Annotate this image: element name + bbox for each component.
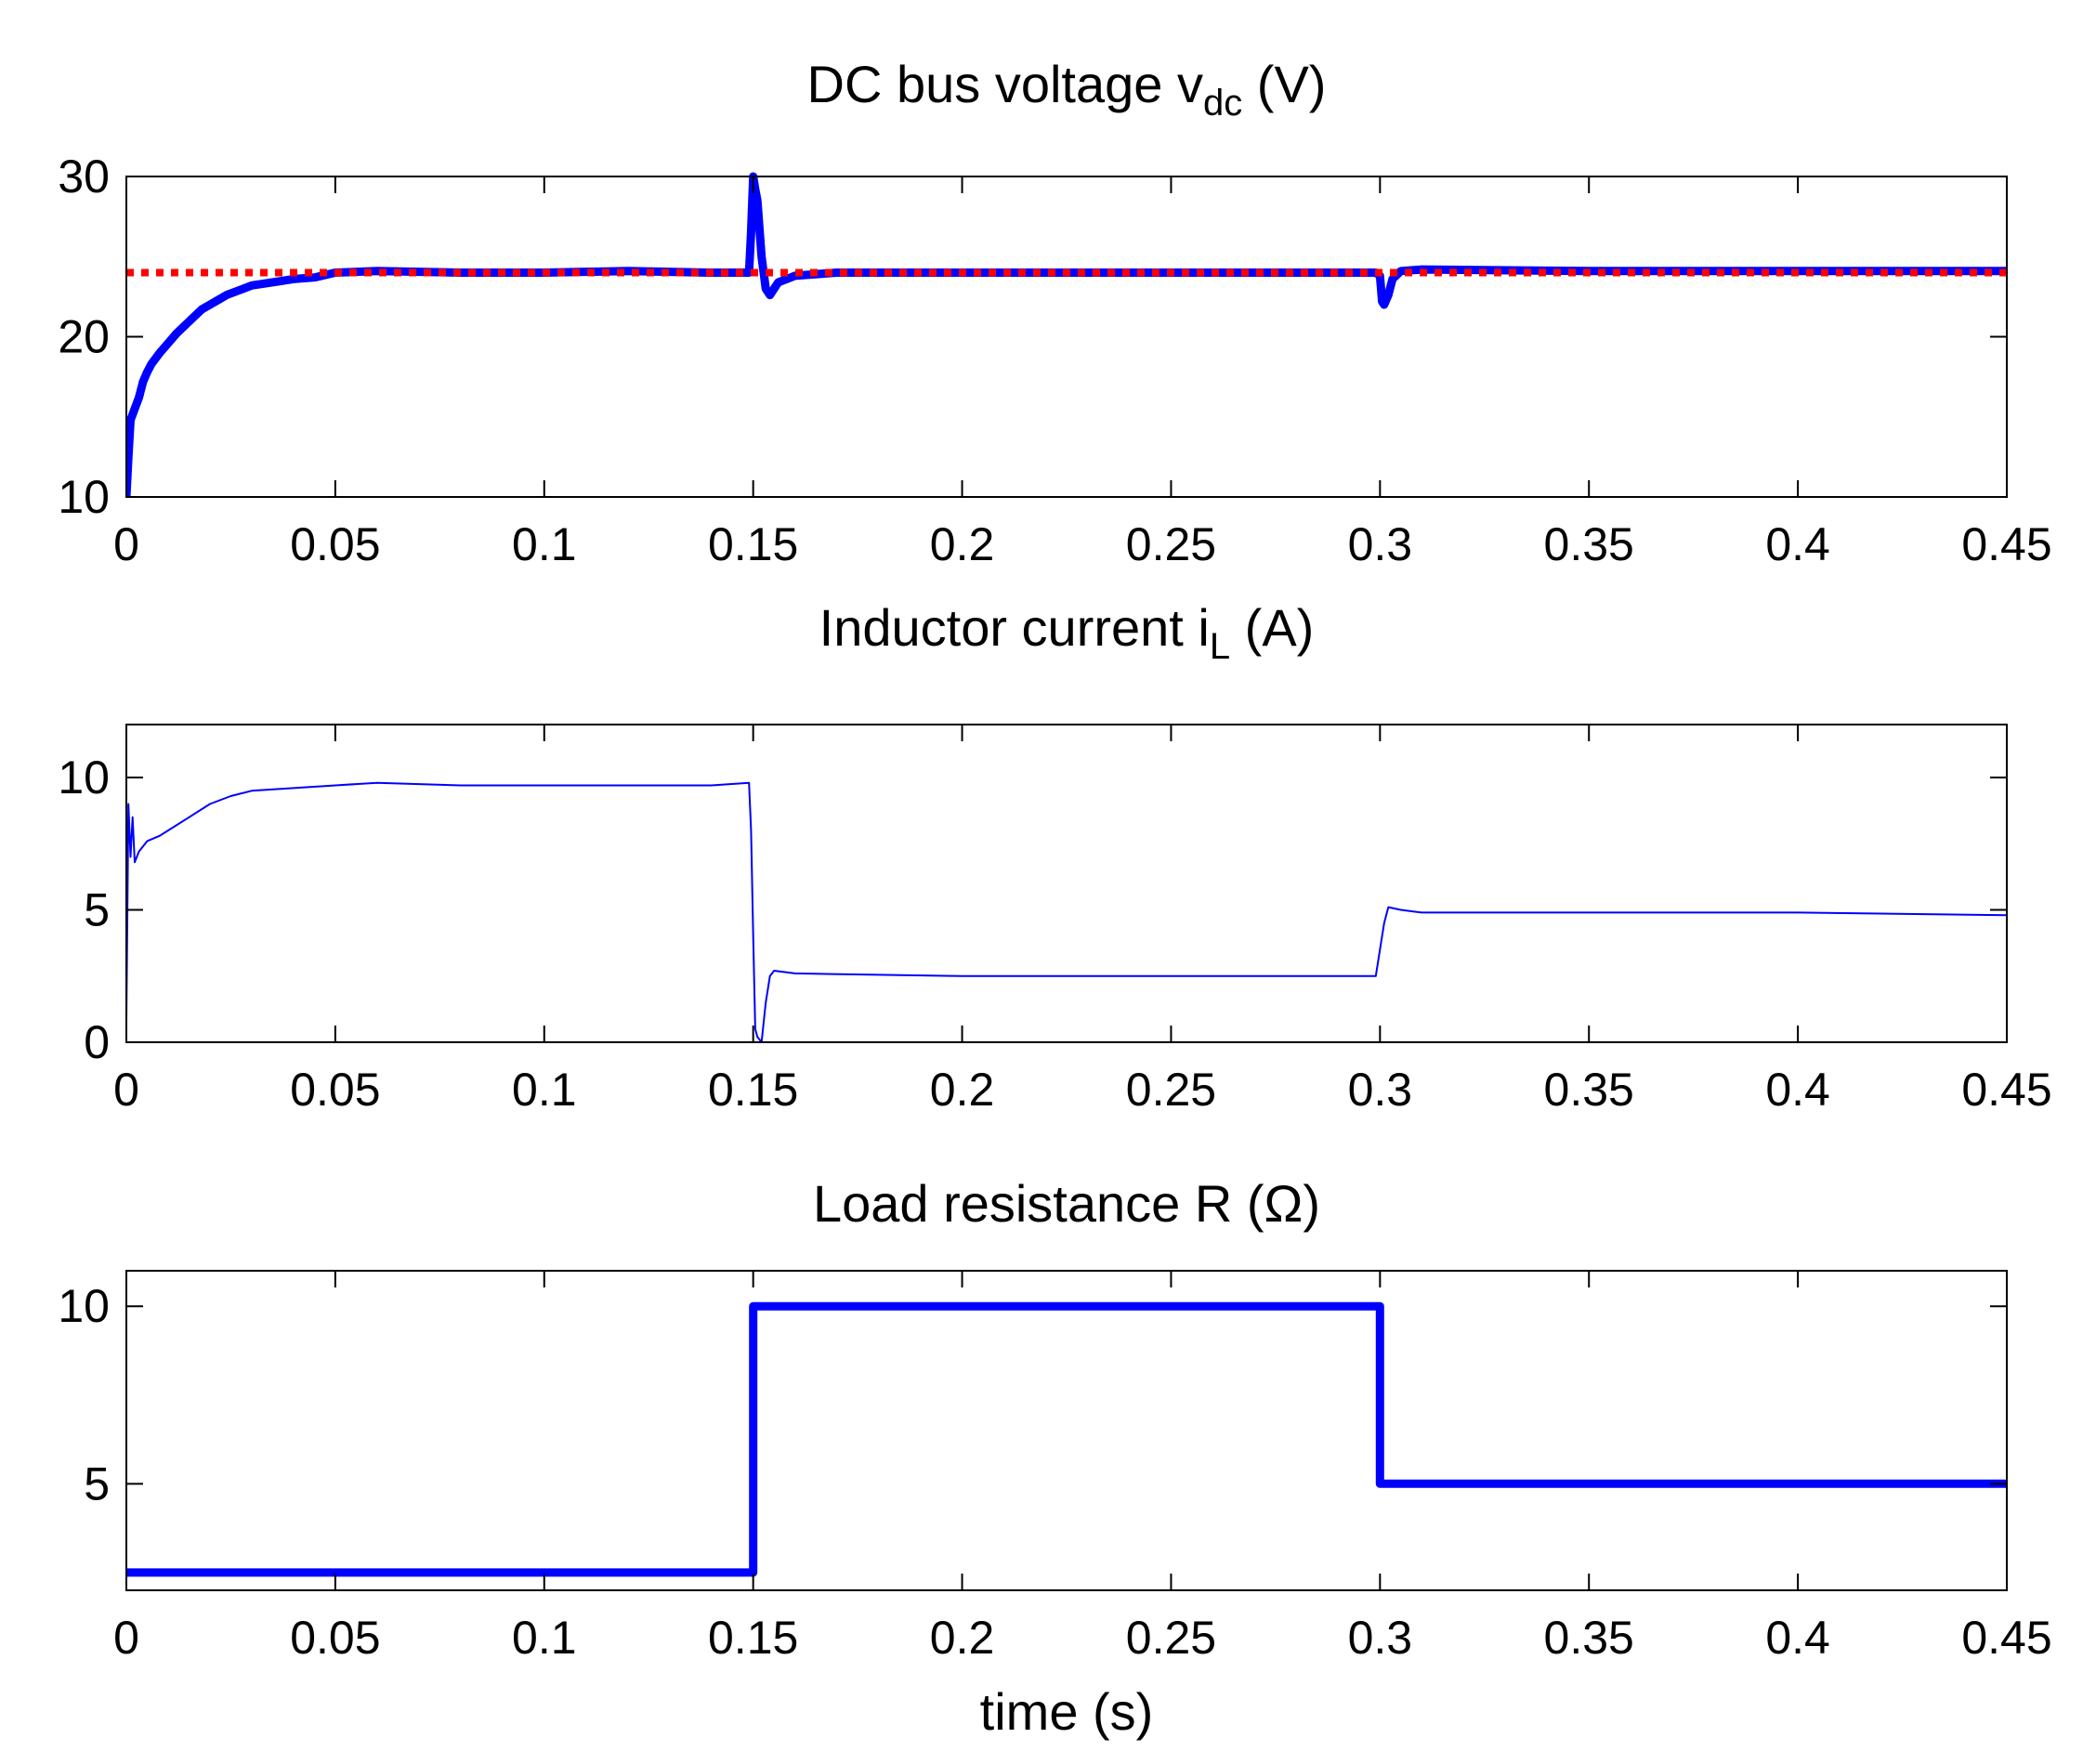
subplot-2-xtick-label: 0 — [113, 1064, 139, 1116]
subplot-2-xtick-label: 0.3 — [1348, 1064, 1413, 1116]
subplot-3-xtick-label: 0.3 — [1348, 1612, 1413, 1664]
subplot-1-xtick-label: 0.1 — [512, 518, 577, 570]
subplot-2-xtick-label: 0.1 — [512, 1064, 577, 1116]
subplot-3: Load resistance R (Ω) 0 0.05 0.1 0.15 0.2 0.25… — [58, 1174, 2051, 1741]
subplot-2: Inductor current iL (A) 0 0.05 0.1 0.15 0.2 0.… — [58, 598, 2051, 1116]
subplot-2-xtick-label: 0.4 — [1765, 1064, 1830, 1116]
subplot-3-xtick-label: 0.25 — [1126, 1612, 1216, 1664]
subplot-1-ytick-label: 30 — [58, 150, 110, 203]
subplot-3-xtick-label: 0.15 — [708, 1612, 798, 1664]
subplot-1-ytick-label: 10 — [58, 471, 110, 523]
subplot-1-series-1 — [126, 172, 2007, 498]
subplot-1-xtick-label: 0.15 — [708, 518, 798, 570]
subplot-1-xtick-label: 0.3 — [1348, 518, 1413, 570]
subplot-3-xlabel: time (s) — [980, 1682, 1154, 1741]
subplot-1: DC bus voltage vdc (V) 0 0.05 0.1 0.15 0.2 0.2… — [58, 55, 2051, 570]
subplot-3-xtick-label: 0.2 — [930, 1612, 995, 1664]
subplot-3-ytick-label: 5 — [84, 1457, 110, 1509]
subplot-1-xtick-label: 0 — [113, 518, 139, 570]
subplot-1-axes-frame — [125, 176, 2008, 498]
subplot-2-xtick-label: 0.05 — [290, 1064, 380, 1116]
subplot-2-ytick-label: 5 — [84, 884, 110, 936]
subplot-2-xtick-label: 0.45 — [1961, 1064, 2051, 1116]
subplot-1-xtick-label: 0.25 — [1126, 518, 1216, 570]
subplot-3-xtick-label: 0.45 — [1961, 1612, 2051, 1664]
subplot-3-xtick-label: 0.35 — [1544, 1612, 1634, 1664]
subplot-1-xtick-label: 0.4 — [1765, 518, 1830, 570]
subplot-2-xtick-label: 0.2 — [930, 1064, 995, 1116]
subplot-3-series-1 — [126, 1301, 2007, 1577]
subplot-1-xtick-label: 0.35 — [1544, 518, 1634, 570]
subplot-2-ytick-label: 0 — [84, 1016, 110, 1068]
subplot-1-xtick-label: 0.2 — [930, 518, 995, 570]
subplot-3-xtick-label: 0.05 — [290, 1612, 380, 1664]
subplot-3-xtick-label: 0.1 — [512, 1612, 577, 1664]
subplot-3-axes-frame — [125, 1270, 2008, 1591]
subplot-2-xtick-label: 0.35 — [1544, 1064, 1634, 1116]
subplot-3-xtick-label: 0 — [113, 1612, 139, 1664]
subplot-3-ytick-label: 10 — [58, 1280, 110, 1332]
subplot-1-xtick-label: 0.05 — [290, 518, 380, 570]
subplot-2-title: Inductor current iL (A) — [819, 598, 1315, 667]
subplot-3-title: Load resistance R (Ω) — [813, 1174, 1320, 1233]
subplot-2-axes-frame — [125, 724, 2008, 1043]
subplot-1-ytick-label: 20 — [58, 311, 110, 363]
subplot-2-xtick-label: 0.25 — [1126, 1064, 1216, 1116]
subplot-3-xtick-label: 0.4 — [1765, 1612, 1830, 1664]
subplot-2-ytick-label: 10 — [58, 751, 110, 804]
subplot-2-xtick-label: 0.15 — [708, 1064, 798, 1116]
subplot-2-series-1 — [126, 781, 2007, 1043]
subplot-1-title: DC bus voltage vdc (V) — [807, 55, 1327, 124]
subplot-1-xtick-label: 0.45 — [1961, 518, 2051, 570]
